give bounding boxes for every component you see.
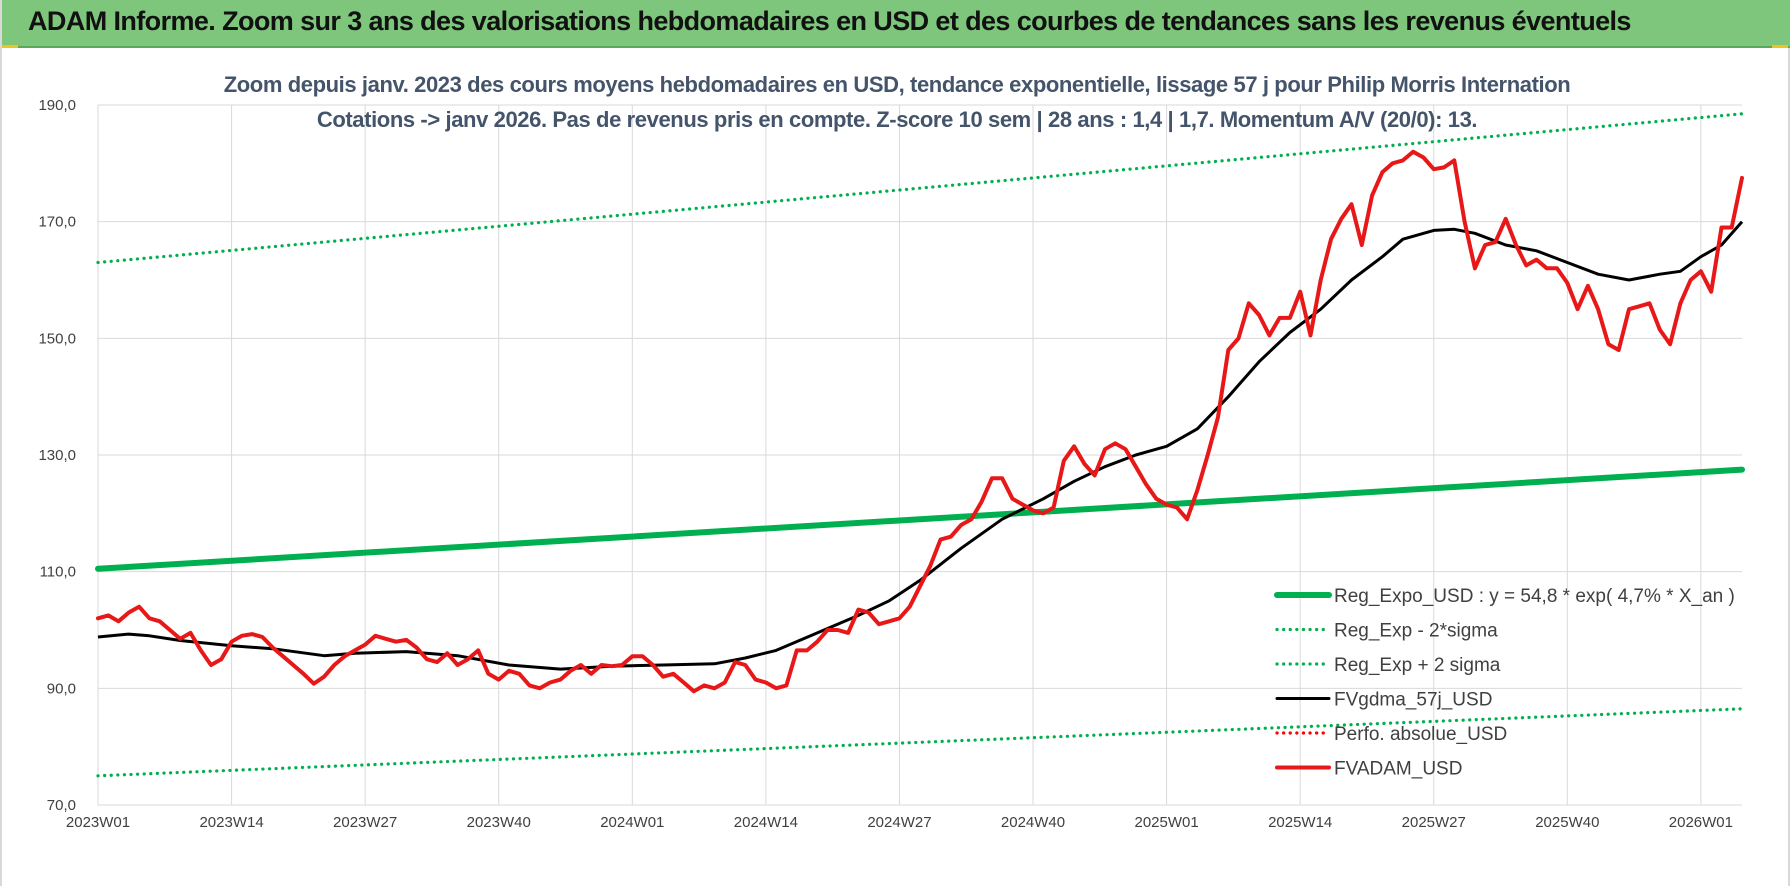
y-tick-label: 130,0 [38,447,76,464]
legend-label-reg_expo: Reg_Expo_USD : y = 54,8 * exp( 4,7% * X_… [1334,586,1735,607]
header-banner: ADAM Informe. Zoom sur 3 ans des valoris… [2,0,1790,48]
legend-label-reg_minus: Reg_Exp - 2*sigma [1334,621,1498,642]
x-tick-label: 2025W27 [1402,814,1466,831]
y-tick-label: 110,0 [40,564,76,581]
legend-label-reg_plus: Reg_Exp + 2 sigma [1334,655,1501,676]
legend-label-fvadam: FVADAM_USD [1334,759,1462,780]
legend-label-perf: Perfo. absolue_USD [1334,724,1507,745]
legend-label-fvgdma: FVgdma_57j_USD [1334,690,1492,711]
corner-marker [1772,45,1788,48]
x-tick-label: 2023W40 [467,814,531,831]
y-tick-label: 150,0 [38,330,76,347]
x-tick-label: 2024W14 [734,814,798,831]
legend: Reg_Expo_USD : y = 54,8 * exp( 4,7% * X_… [1274,586,1735,780]
series-line-fvgdma [97,220,1744,671]
chart-plot: 70,0 90,0 110,0 130,0 150,0 170,0 190,0 2023W01… [38,97,1745,831]
x-tick-label: 2025W14 [1268,814,1332,831]
banner-title: ADAM Informe. Zoom sur 3 ans des valoris… [28,6,1631,36]
y-tick-label: 170,0 [38,214,76,231]
y-tick-label: 90,0 [47,680,76,697]
x-tick-label: 2024W40 [1001,814,1065,831]
series-line-reg_plus [96,112,1744,265]
series-layer [95,112,1745,778]
x-tick-label: 2025W01 [1134,814,1198,831]
series-line-reg_expo [95,466,1745,572]
chart-title-line1: Zoom depuis janv. 2023 des cours moyens … [223,72,1571,97]
y-tick-label: 190,0 [38,97,76,114]
axis-layer: 70,0 90,0 110,0 130,0 150,0 170,0 190,0 2023W01… [38,97,1733,831]
corner-marker [2,45,18,48]
x-tick-label: 2026W01 [1669,814,1733,831]
y-tick-label: 70,0 [47,797,76,814]
x-tick-label: 2023W27 [333,814,397,831]
x-tick-label: 2023W14 [199,814,263,831]
series-line-fvadam [96,149,1744,694]
grid-layer [97,104,1742,806]
x-tick-label: 2023W01 [66,814,130,831]
chart-title-line2: Cotations -> janv 2026. Pas de revenus p… [316,107,1478,132]
x-tick-label: 2024W27 [867,814,931,831]
x-tick-label: 2025W40 [1535,814,1599,831]
x-tick-label: 2024W01 [600,814,664,831]
